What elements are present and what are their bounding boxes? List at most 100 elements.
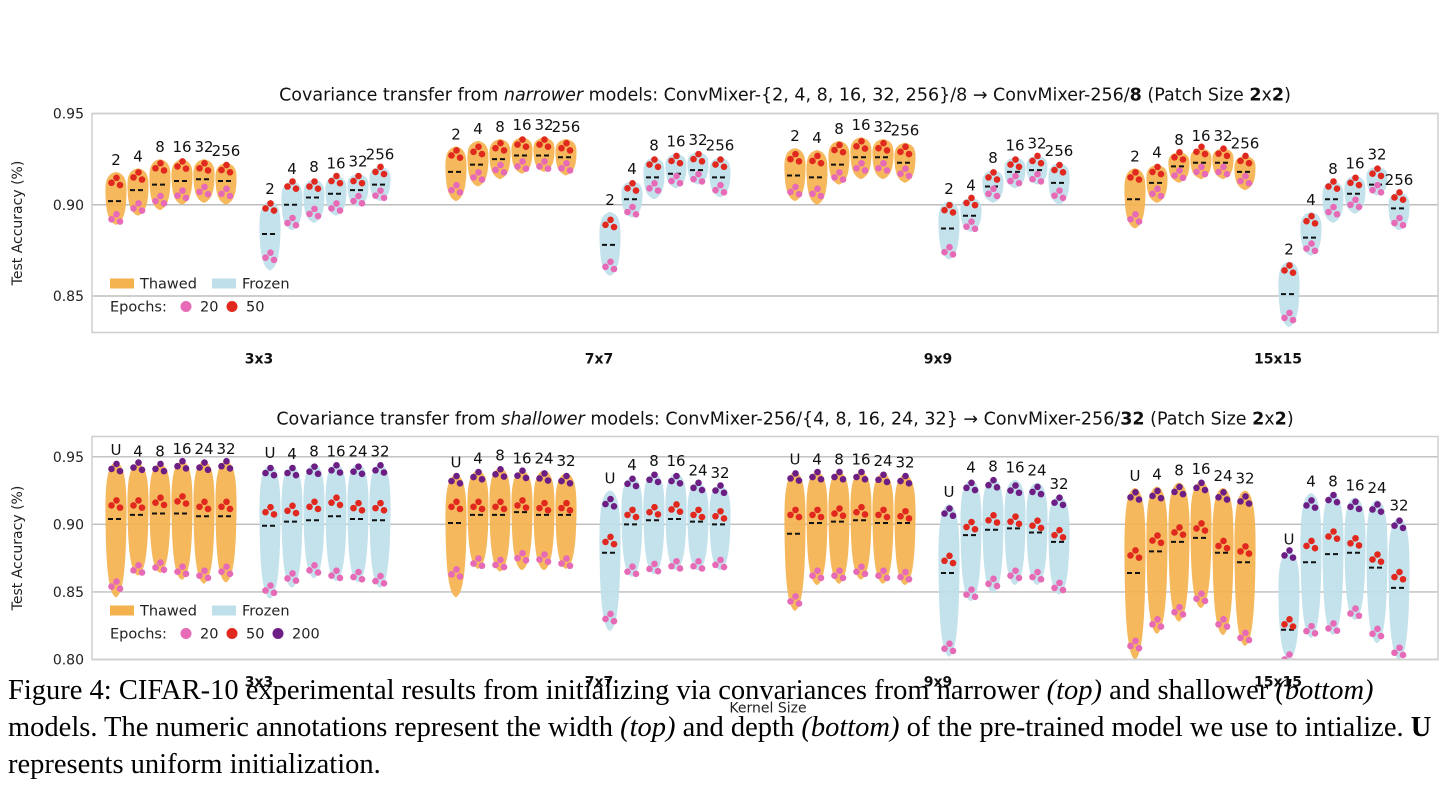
data-point-epoch20 — [720, 563, 728, 571]
data-point-epoch20 — [1015, 574, 1023, 582]
legend-epochs-label: Epochs: — [110, 300, 167, 316]
data-point-epoch50 — [1311, 544, 1319, 552]
data-point-epoch200 — [492, 471, 499, 478]
data-point-epoch20 — [1374, 181, 1381, 189]
data-point-epoch20 — [1396, 214, 1403, 222]
data-point-epoch50 — [602, 538, 609, 546]
data-point-epoch50 — [566, 147, 574, 154]
chart-title-part: 2 — [1252, 410, 1264, 430]
data-point-epoch200 — [1056, 494, 1063, 502]
violin-label: 8 — [988, 457, 998, 475]
data-point-epoch200 — [350, 468, 357, 475]
data-point-epoch20 — [130, 205, 137, 212]
chart-title: Covariance transfer from narrower models… — [279, 86, 1291, 106]
data-point-epoch200 — [676, 480, 684, 487]
data-point-epoch50 — [453, 498, 460, 506]
data-point-epoch50 — [1037, 159, 1045, 167]
data-point-epoch50 — [712, 161, 719, 168]
chart-title-part: 32 — [1120, 410, 1144, 430]
data-point-epoch50 — [196, 164, 203, 172]
data-point-epoch200 — [1369, 506, 1376, 513]
data-point-epoch50 — [1157, 539, 1165, 547]
legend-swatch-frozen — [212, 278, 236, 289]
data-point-epoch50 — [157, 159, 164, 167]
violin-label: 8 — [309, 443, 319, 461]
chart-title-part: (Patch Size — [1145, 410, 1253, 430]
violin-thawed — [1190, 481, 1212, 609]
data-point-epoch20 — [544, 558, 552, 565]
data-point-epoch200 — [1029, 488, 1036, 496]
data-point-epoch50 — [1311, 220, 1319, 227]
data-point-epoch200 — [646, 476, 653, 484]
data-point-epoch200 — [853, 473, 860, 481]
violin-frozen — [281, 466, 303, 588]
chart-title-part: (Patch Size — [1142, 86, 1250, 106]
group-label: 7x7 — [585, 352, 614, 368]
data-point-epoch20 — [1220, 163, 1227, 171]
data-point-epoch20 — [563, 159, 570, 167]
data-point-epoch50 — [358, 179, 366, 187]
data-point-epoch200 — [138, 466, 146, 474]
data-point-epoch50 — [108, 179, 115, 187]
data-point-epoch20 — [607, 610, 614, 618]
data-point-epoch200 — [306, 468, 313, 475]
data-point-epoch50 — [1215, 150, 1222, 157]
data-point-epoch200 — [336, 469, 344, 476]
data-point-epoch20 — [651, 560, 658, 568]
data-point-epoch50 — [1029, 522, 1036, 529]
data-point-epoch200 — [610, 502, 618, 510]
data-point-epoch50 — [152, 164, 159, 172]
violin-label: 4 — [812, 129, 822, 147]
data-point-epoch200 — [1355, 505, 1363, 513]
data-point-epoch50 — [1059, 168, 1067, 176]
data-point-epoch50 — [1303, 542, 1310, 550]
data-point-epoch50 — [350, 177, 357, 185]
violin-frozen — [621, 477, 643, 578]
data-point-epoch200 — [1281, 552, 1288, 559]
data-point-epoch200 — [116, 467, 124, 475]
data-point-epoch50 — [1237, 157, 1244, 165]
data-point-epoch20 — [138, 569, 146, 576]
data-point-epoch200 — [311, 463, 318, 470]
violin-label: 32 — [194, 138, 213, 156]
violin-thawed — [105, 462, 127, 598]
data-point-epoch200 — [201, 459, 208, 466]
data-point-epoch50 — [1242, 152, 1249, 160]
y-tick-label: 0.85 — [53, 289, 84, 305]
data-point-epoch20 — [1303, 245, 1310, 252]
data-point-epoch50 — [1289, 623, 1297, 630]
data-point-epoch50 — [355, 499, 362, 507]
data-point-epoch20 — [971, 225, 979, 233]
data-point-epoch20 — [350, 197, 357, 205]
data-point-epoch50 — [853, 143, 860, 150]
y-axis-label: Test Accuracy (%) — [10, 486, 26, 612]
data-point-epoch50 — [311, 498, 318, 506]
data-point-epoch20 — [853, 164, 860, 172]
data-point-epoch20 — [839, 176, 847, 183]
violin-label: 16 — [1005, 136, 1024, 154]
data-point-epoch20 — [993, 582, 1001, 590]
data-point-epoch20 — [563, 555, 570, 562]
violin-thawed — [1146, 486, 1168, 634]
data-point-epoch200 — [289, 464, 296, 472]
data-point-epoch50 — [880, 139, 887, 147]
violin-label: 8 — [1174, 131, 1184, 149]
violin-label: 4 — [812, 451, 822, 469]
data-point-epoch200 — [478, 475, 486, 483]
data-point-epoch20 — [262, 587, 269, 594]
data-point-epoch200 — [500, 473, 508, 480]
data-point-epoch20 — [1325, 625, 1332, 632]
violin-frozen — [1026, 482, 1048, 586]
data-point-epoch20 — [116, 218, 124, 225]
data-point-epoch20 — [1176, 603, 1183, 611]
data-point-epoch20 — [1391, 649, 1398, 657]
data-point-epoch50 — [993, 176, 1001, 183]
data-point-epoch50 — [853, 508, 860, 516]
data-point-epoch50 — [809, 157, 816, 165]
data-point-epoch200 — [566, 480, 574, 487]
data-point-epoch20 — [610, 265, 618, 273]
data-point-epoch20 — [448, 571, 455, 578]
data-point-epoch50 — [1352, 174, 1359, 182]
chart-title-part: models: ConvMixer-256/{4, 8, 16, 24, 32}… — [585, 410, 1121, 430]
data-point-epoch20 — [1059, 194, 1067, 202]
